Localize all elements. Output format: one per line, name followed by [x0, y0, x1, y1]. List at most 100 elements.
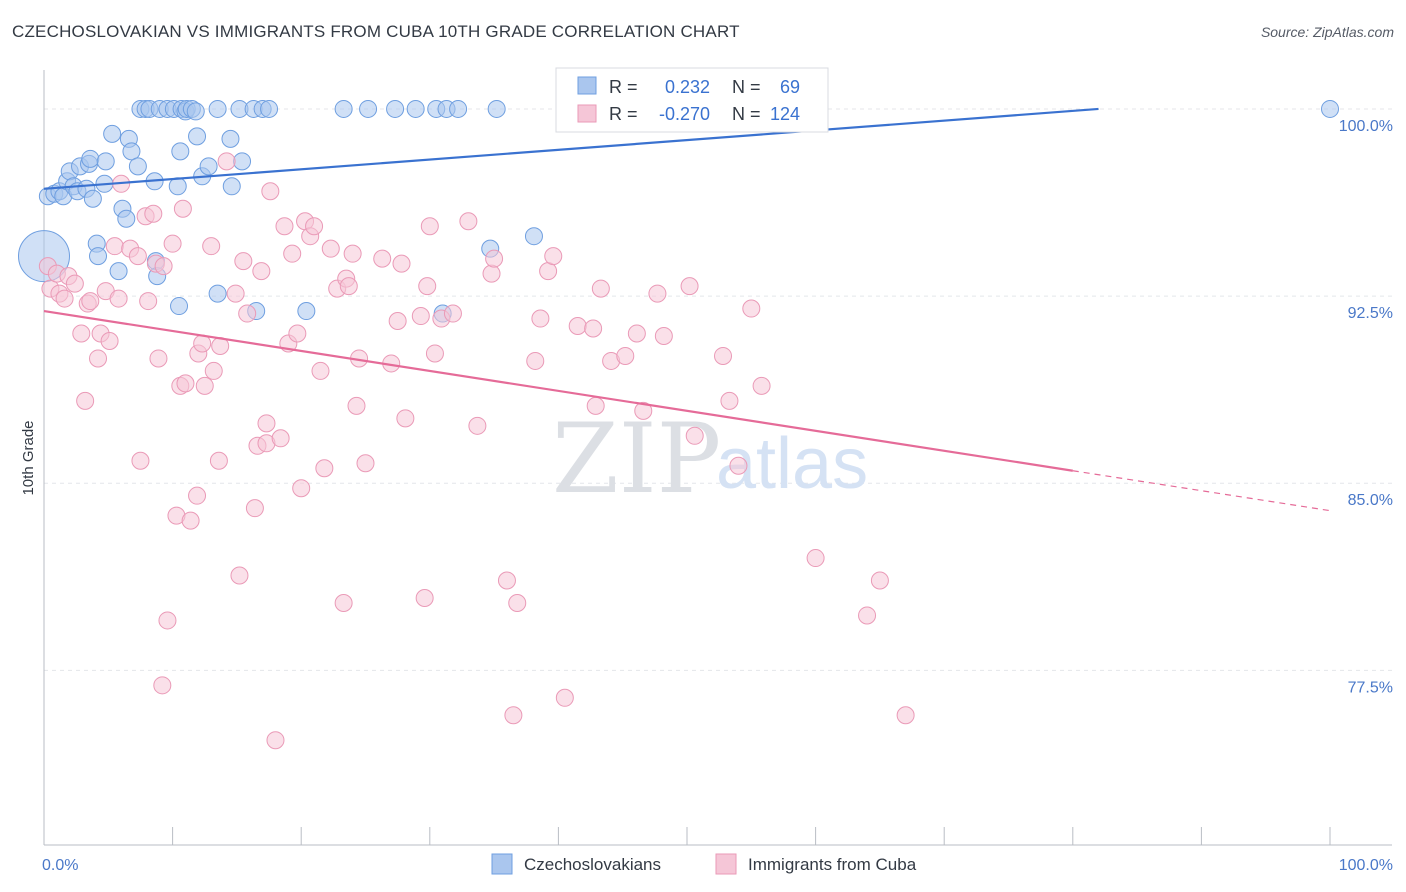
stats-r-value-cuba: -0.270	[659, 104, 710, 124]
point-cuba-99	[568, 317, 587, 336]
point-cuba-97	[544, 247, 563, 266]
point-cuba-74	[356, 454, 375, 473]
point-czechoslovakians-17	[96, 152, 115, 171]
point-cuba-109	[680, 277, 699, 296]
point-cuba-107	[648, 284, 667, 303]
series-cuba-points	[38, 152, 915, 750]
point-czechoslovakians-36	[171, 142, 190, 161]
point-cuba-6	[65, 274, 84, 293]
point-cuba-86	[443, 304, 462, 323]
point-cuba-26	[153, 676, 172, 695]
stats-swatch-cuba	[577, 104, 597, 123]
point-cuba-77	[388, 312, 407, 331]
point-cuba-56	[275, 217, 294, 236]
point-cuba-118	[870, 571, 889, 590]
point-cuba-48	[245, 499, 264, 518]
scatter-points	[18, 99, 1339, 750]
point-cuba-101	[586, 396, 605, 415]
point-cuba-89	[482, 264, 501, 283]
point-cuba-59	[288, 324, 307, 343]
stats-box-frame	[555, 67, 829, 133]
point-cuba-8	[76, 391, 95, 410]
point-czechoslovakians-12	[81, 149, 100, 168]
stats-r-label-czechoslovakians: R =	[609, 77, 638, 97]
point-czechoslovakians-19	[109, 262, 128, 281]
legend-label-cuba: Immigrants from Cuba	[748, 855, 917, 874]
point-czechoslovakians-55	[297, 302, 316, 321]
point-cuba-40	[204, 361, 223, 380]
point-czechoslovakians-68	[1321, 99, 1339, 118]
point-cuba-52	[257, 414, 276, 433]
point-cuba-39	[202, 237, 221, 256]
point-cuba-45	[230, 566, 249, 585]
point-czechoslovakians-13	[83, 189, 102, 208]
trend-line-cuba	[43, 309, 1073, 472]
point-cuba-119	[896, 706, 915, 725]
stats-n-value-czechoslovakians: 69	[780, 77, 800, 97]
point-cuba-110	[685, 426, 704, 445]
point-czechoslovakians-58	[386, 99, 405, 118]
point-czechoslovakians-34	[168, 177, 187, 196]
point-cuba-113	[729, 456, 748, 475]
x-ticks	[43, 827, 1331, 845]
point-cuba-65	[315, 459, 334, 478]
point-cuba-80	[411, 307, 430, 326]
point-cuba-87	[459, 212, 478, 231]
point-cuba-117	[858, 606, 877, 625]
point-czechoslovakians-24	[128, 157, 147, 176]
point-cuba-44	[226, 284, 245, 303]
point-czechoslovakians-35	[170, 297, 189, 316]
legend-swatch-czechoslovakians	[491, 853, 513, 875]
stats-n-label-cuba: N =	[732, 104, 761, 124]
y-tick-label-1: 85.0%	[1348, 492, 1393, 509]
point-cuba-68	[334, 593, 353, 612]
point-cuba-19	[128, 247, 147, 266]
point-cuba-100	[584, 319, 603, 338]
legend-label-czechoslovakians: Czechoslovakians	[524, 855, 661, 874]
legend-swatch-cuba	[715, 853, 737, 875]
point-czechoslovakians-45	[208, 99, 227, 118]
point-cuba-96	[539, 262, 558, 281]
point-cuba-46	[234, 252, 253, 271]
point-czechoslovakians-56	[334, 99, 353, 118]
point-cuba-95	[531, 309, 550, 328]
point-czechoslovakians-59	[406, 99, 425, 118]
point-czechoslovakians-48	[222, 177, 241, 196]
source-credit: Source: ZipAtlas.com	[1260, 24, 1394, 40]
point-cuba-112	[720, 391, 739, 410]
point-czechoslovakians-66	[524, 227, 543, 246]
x-tick-label-min: 0.0%	[42, 857, 78, 874]
point-cuba-71	[343, 244, 362, 263]
x-tick-label-max: 100.0%	[1339, 857, 1393, 874]
series-czechoslovakians-points	[18, 99, 1339, 323]
point-cuba-43	[217, 152, 236, 171]
stats-r-label-cuba: R =	[609, 104, 638, 124]
point-cuba-58	[283, 244, 302, 263]
point-cuba-98	[555, 688, 574, 707]
point-cuba-79	[396, 409, 415, 428]
y-axis-label: 10th Grade	[20, 420, 37, 495]
trend-line-czechoslovakians	[43, 107, 1099, 190]
point-czechoslovakians-57	[359, 99, 378, 118]
point-cuba-102	[591, 279, 610, 298]
point-czechoslovakians-23	[122, 142, 141, 161]
y-tick-labels: 77.5% 85.0% 92.5% 100.0%	[1339, 118, 1393, 696]
point-cuba-91	[497, 571, 516, 590]
point-cuba-92	[504, 706, 523, 725]
point-cuba-14	[100, 331, 119, 350]
point-cuba-116	[806, 549, 825, 568]
point-czechoslovakians-47	[221, 129, 240, 148]
point-cuba-10	[81, 292, 100, 311]
point-cuba-22	[139, 292, 158, 311]
point-cuba-23	[144, 204, 163, 223]
point-cuba-106	[634, 401, 653, 420]
point-cuba-63	[305, 217, 324, 236]
point-czechoslovakians-63	[449, 99, 468, 118]
point-cuba-70	[339, 277, 358, 296]
point-cuba-94	[526, 351, 545, 370]
point-cuba-83	[420, 217, 439, 236]
point-cuba-64	[311, 361, 330, 380]
point-czechoslovakians-65	[487, 99, 506, 118]
point-cuba-55	[271, 429, 290, 448]
point-cuba-4	[55, 289, 74, 308]
